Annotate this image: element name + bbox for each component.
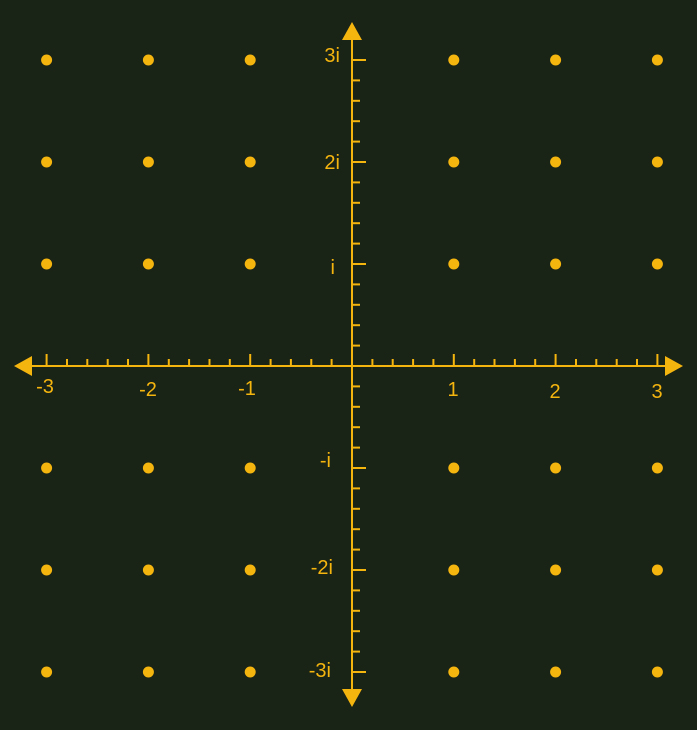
real-axis: -3 -2 -1 1 2 3 xyxy=(14,354,683,403)
imaginary-tick-label: -i xyxy=(320,450,331,472)
lattice-point xyxy=(550,666,562,678)
lattice-point xyxy=(244,564,256,576)
real-tick-label: -1 xyxy=(238,378,256,400)
imaginary-tick-label: 3i xyxy=(324,45,340,67)
lattice-point xyxy=(142,54,154,66)
imaginary-tick-label: -2i xyxy=(311,557,333,579)
imaginary-tick-label: -3i xyxy=(309,660,331,682)
real-tick-label: 1 xyxy=(447,379,458,401)
lattice-point xyxy=(41,156,53,168)
lattice-point xyxy=(142,462,154,474)
lattice-point xyxy=(651,258,663,270)
lattice-point xyxy=(41,564,53,576)
lattice-point xyxy=(142,564,154,576)
lattice-point xyxy=(550,462,562,474)
real-axis-ticks xyxy=(45,354,659,366)
lattice-point xyxy=(651,666,663,678)
lattice-point xyxy=(550,54,562,66)
lattice-point xyxy=(448,156,460,168)
lattice-point xyxy=(41,666,53,678)
lattice-point xyxy=(550,564,562,576)
lattice-point xyxy=(244,666,256,678)
lattice-point xyxy=(142,258,154,270)
lattice-point xyxy=(41,258,53,270)
lattice-point xyxy=(142,156,154,168)
up-arrow-icon xyxy=(342,22,362,40)
lattice-point xyxy=(651,156,663,168)
lattice-point xyxy=(244,54,256,66)
lattice-point xyxy=(448,666,460,678)
lattice-point xyxy=(41,462,53,474)
lattice-point xyxy=(244,462,256,474)
lattice-point xyxy=(244,156,256,168)
imaginary-axis: 3i 2i i -i -2i -3i xyxy=(309,22,366,707)
real-tick-label: -2 xyxy=(139,379,157,401)
lattice-point xyxy=(651,462,663,474)
lattice-point xyxy=(142,666,154,678)
imaginary-axis-ticks xyxy=(352,59,366,673)
lattice-point xyxy=(550,156,562,168)
real-tick-label: 3 xyxy=(651,381,662,403)
lattice-point xyxy=(550,258,562,270)
lattice-points xyxy=(41,54,663,678)
down-arrow-icon xyxy=(342,689,362,707)
lattice-point xyxy=(244,258,256,270)
lattice-point xyxy=(448,564,460,576)
lattice-point xyxy=(651,564,663,576)
imaginary-tick-label: i xyxy=(331,257,335,279)
right-arrow-icon xyxy=(665,356,683,376)
lattice-point xyxy=(448,462,460,474)
lattice-point xyxy=(448,258,460,270)
real-tick-label: -3 xyxy=(36,376,54,398)
lattice-point xyxy=(651,54,663,66)
real-tick-label: 2 xyxy=(549,381,560,403)
lattice-point xyxy=(448,54,460,66)
left-arrow-icon xyxy=(14,356,32,376)
imaginary-tick-label: 2i xyxy=(324,152,340,174)
lattice-point xyxy=(41,54,53,66)
